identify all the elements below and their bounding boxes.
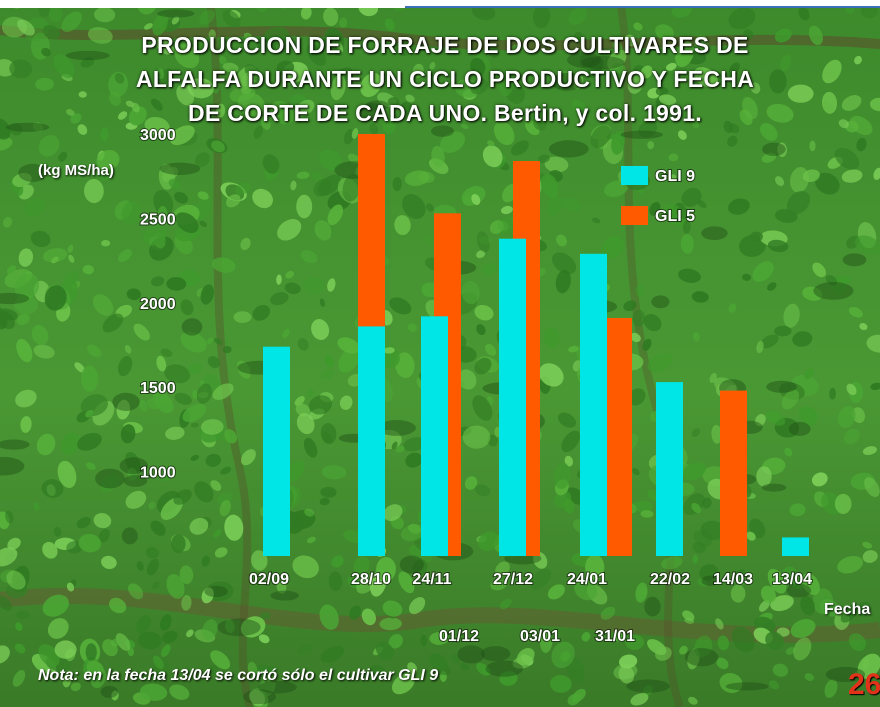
bar-gli5-31-01: [605, 318, 632, 556]
footnote: Nota: en la fecha 13/04 se cortó sólo el…: [38, 667, 439, 684]
legend-swatch-gli5: [621, 206, 648, 225]
top-accent-line: [405, 6, 880, 8]
title-line-3: DE CORTE DE CADA UNO. Bertin, y col. 199…: [187, 100, 703, 126]
legend-label: GLI 9: [655, 168, 695, 185]
y-tick-label: 2500: [140, 211, 176, 228]
x-tick-label: 03/01: [520, 628, 560, 645]
slide-number: 26: [848, 668, 880, 701]
x-tick-label: 14/03: [713, 571, 753, 588]
x-tick-label: 01/12: [439, 628, 479, 645]
chart-title: PRODUCCION DE FORRAJE DE DOS CULTIVARES …: [100, 28, 790, 130]
legend-swatch-gli9: [621, 166, 648, 185]
x-tick-label: 02/09: [249, 571, 289, 588]
x-tick-label: 24/11: [412, 571, 451, 588]
y-tick-label: 1500: [140, 380, 176, 397]
y-tick-label: 1000: [140, 465, 176, 482]
y-tick-label: 3000: [140, 127, 176, 144]
bar-gli9-22-02: [656, 382, 683, 556]
legend-label: GLI 5: [655, 208, 695, 225]
bar-gli9-27-12: [499, 238, 526, 556]
title-line-1: PRODUCCION DE FORRAJE DE DOS CULTIVARES …: [141, 32, 749, 58]
y-tick-label: 2000: [140, 296, 176, 313]
x-tick-label: 27/12: [493, 571, 533, 588]
x-axis-label: Fecha: [824, 601, 871, 618]
bar-gli9-24-11: [421, 316, 448, 556]
bar-gli9-13-04: [782, 537, 809, 556]
x-tick-label: 13/04: [772, 571, 812, 588]
x-tick-label: 24/01: [567, 571, 607, 588]
x-tick-label: 28/10: [351, 571, 391, 588]
bar-gli9-02-09: [263, 346, 290, 556]
title-line-2: ALFALFA DURANTE UN CICLO PRODUCTIVO Y FE…: [135, 66, 755, 92]
bar-gli5-14-03: [720, 390, 747, 556]
bar-gli9-24-01: [580, 253, 607, 557]
top-border-strip: [0, 0, 880, 8]
bar-gli9-28-10: [358, 326, 385, 556]
y-axis-unit-label: (kg MS/ha): [38, 162, 114, 179]
x-tick-label: 31/01: [595, 628, 635, 645]
x-tick-label: 22/02: [650, 571, 690, 588]
